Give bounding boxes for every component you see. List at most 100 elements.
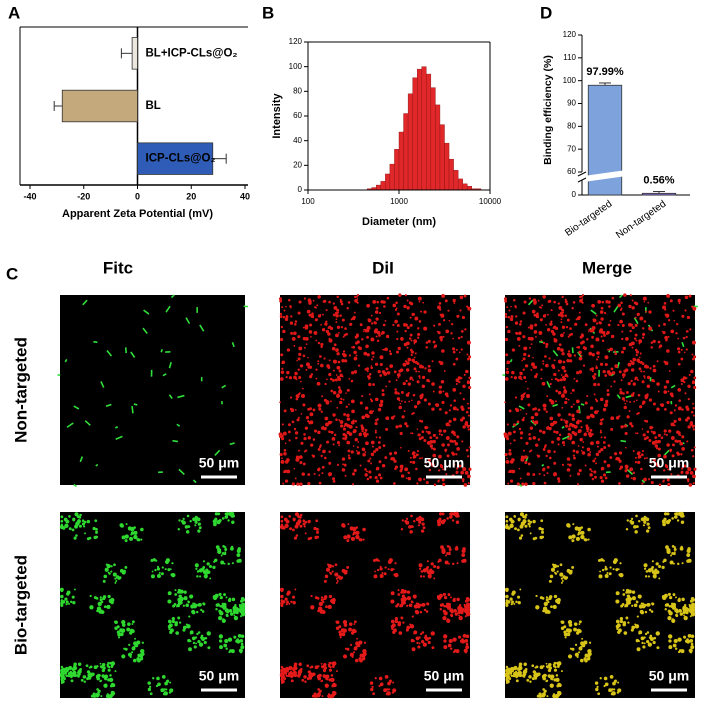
spot — [400, 400, 403, 402]
spot — [137, 538, 141, 542]
spot — [418, 375, 421, 378]
spot — [512, 423, 516, 427]
spot — [510, 315, 514, 319]
spot — [328, 359, 331, 362]
spot — [338, 576, 343, 580]
spot — [369, 410, 373, 415]
spot — [326, 400, 329, 403]
spot — [425, 480, 429, 485]
spot — [378, 460, 382, 464]
spot — [563, 332, 565, 334]
spot — [468, 376, 472, 380]
spot — [310, 443, 314, 447]
spot — [375, 306, 379, 310]
spot — [294, 320, 298, 323]
spot — [693, 385, 697, 390]
spot — [400, 336, 404, 341]
spot — [634, 530, 638, 534]
spot — [425, 341, 429, 344]
y-tick-label: 90 — [567, 99, 576, 108]
spot — [196, 610, 199, 614]
spot — [595, 452, 600, 457]
spot — [571, 539, 575, 543]
spot — [116, 630, 120, 634]
spot — [579, 335, 583, 339]
spot — [459, 295, 464, 300]
spot — [531, 664, 535, 668]
spot — [641, 380, 645, 384]
spot — [690, 634, 695, 639]
spot — [332, 413, 336, 417]
spot — [623, 293, 627, 297]
spot — [570, 569, 573, 573]
spot — [449, 404, 453, 407]
spot — [323, 398, 328, 402]
spot — [619, 562, 622, 565]
spot — [356, 536, 359, 540]
spot — [505, 459, 510, 464]
spot — [373, 321, 377, 325]
spot — [335, 321, 338, 324]
spot — [294, 371, 297, 375]
spot — [224, 515, 229, 519]
spot — [351, 346, 353, 349]
spot — [432, 447, 436, 451]
spot — [553, 430, 556, 434]
spot — [373, 450, 376, 454]
spot — [322, 674, 326, 678]
spot — [564, 636, 567, 639]
spot — [629, 467, 634, 472]
spot — [344, 438, 347, 441]
spot — [638, 356, 641, 359]
spot — [587, 649, 592, 654]
spot — [465, 420, 469, 424]
axis-break — [577, 177, 587, 183]
spot — [386, 371, 391, 375]
spot — [219, 604, 222, 607]
spot — [574, 322, 578, 326]
spot — [610, 427, 614, 431]
spot — [174, 589, 177, 592]
spot — [378, 676, 383, 681]
spot — [295, 394, 300, 399]
spot — [142, 327, 148, 335]
spot — [677, 298, 681, 303]
spot — [168, 691, 172, 694]
spot — [322, 425, 324, 428]
spot — [93, 596, 97, 600]
spot — [637, 454, 642, 459]
spot — [296, 482, 300, 486]
spot — [532, 436, 537, 440]
spot — [334, 572, 339, 577]
spot — [93, 665, 98, 670]
spot — [510, 674, 513, 677]
spot — [566, 457, 571, 461]
spot — [524, 513, 528, 517]
spot — [60, 604, 63, 606]
micrograph-signal — [57, 294, 249, 488]
spot — [633, 525, 637, 529]
spot — [357, 364, 361, 367]
spot — [594, 457, 597, 460]
spot — [339, 314, 342, 317]
spot — [342, 350, 346, 353]
spot — [456, 467, 459, 470]
spot — [504, 401, 507, 404]
spot — [370, 366, 373, 370]
spot — [688, 483, 693, 487]
spot — [526, 387, 529, 390]
spot — [553, 668, 558, 672]
spot — [663, 433, 666, 436]
spot — [437, 522, 441, 527]
spot — [384, 347, 388, 352]
spot — [663, 454, 667, 459]
spot — [534, 374, 538, 379]
spot — [561, 441, 566, 445]
spot — [607, 444, 611, 448]
spot — [623, 424, 628, 428]
spot — [622, 346, 626, 351]
spot — [399, 464, 404, 469]
spot — [206, 570, 211, 574]
spot — [442, 390, 445, 393]
histogram-bar — [439, 124, 445, 191]
